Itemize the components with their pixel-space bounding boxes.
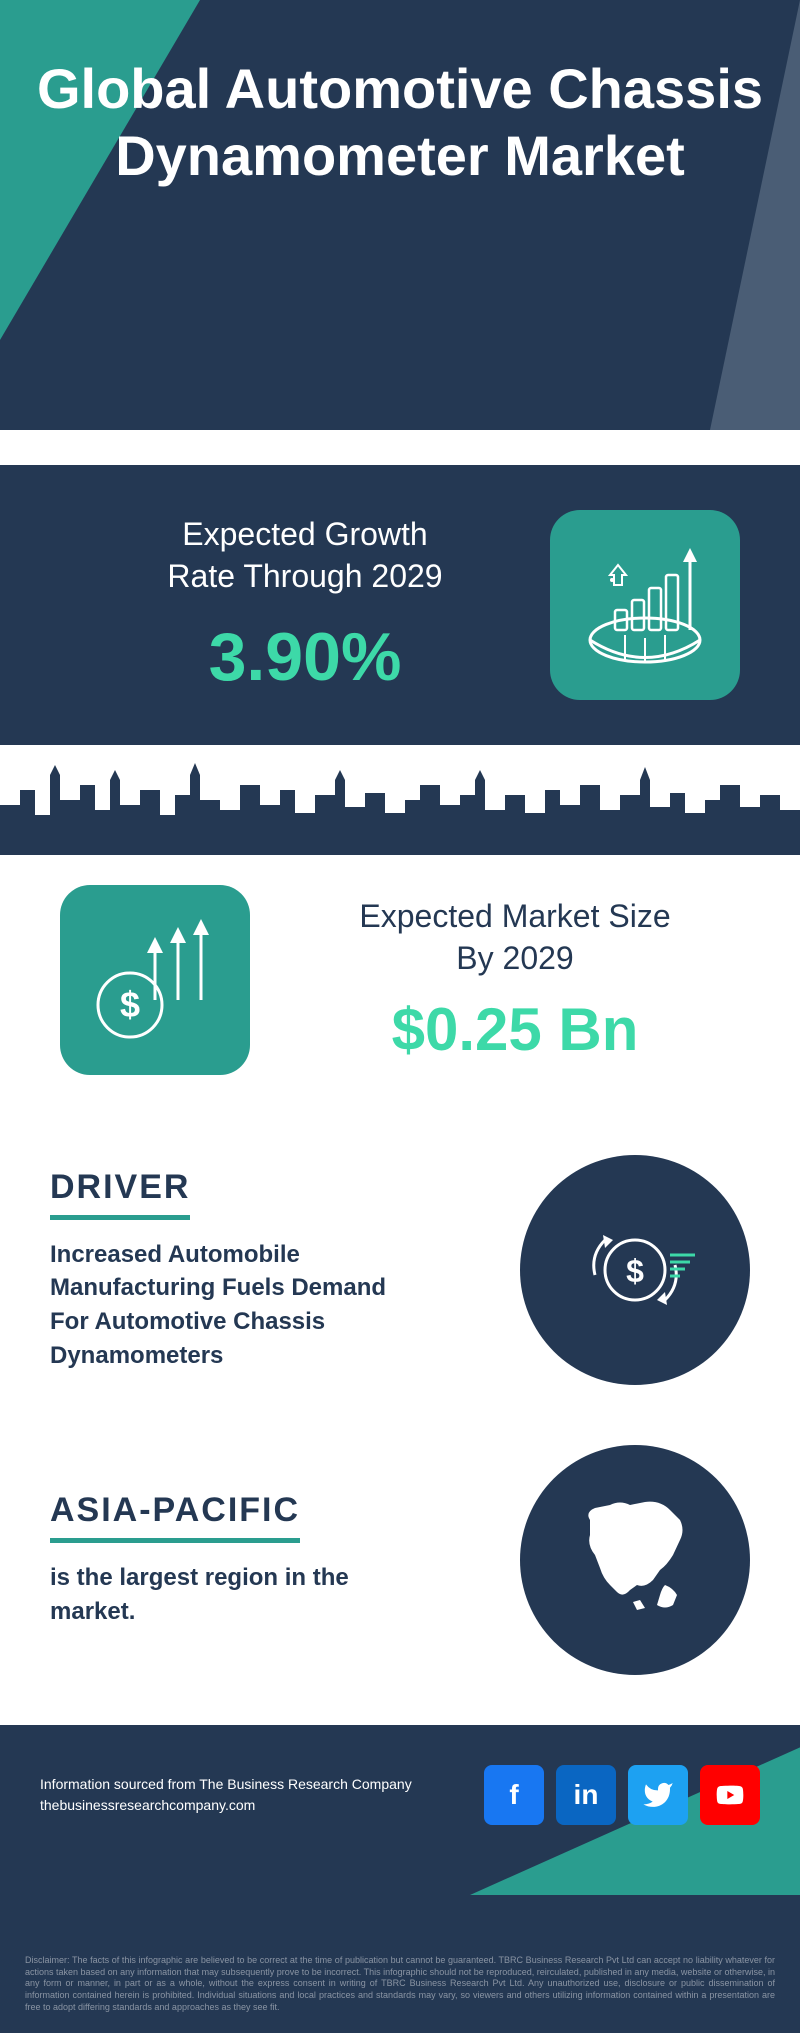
label-line: By 2029 [456, 940, 573, 976]
label-line: Expected Market Size [359, 898, 670, 934]
dollar-exchange-icon: $ [520, 1155, 750, 1385]
asia-map-icon [520, 1445, 750, 1675]
driver-body: Increased Automobile Manufacturing Fuels… [50, 1238, 430, 1372]
linkedin-icon[interactable]: in [556, 1765, 616, 1825]
spacer [0, 430, 800, 465]
growth-rate-value: 3.90% [60, 618, 550, 696]
growth-rate-section: Expected Growth Rate Through 2029 3.90% [0, 465, 800, 745]
driver-section: DRIVER Increased Automobile Manufacturin… [0, 1125, 800, 1415]
svg-text:$: $ [626, 1253, 644, 1289]
market-size-label: Expected Market Size By 2029 [290, 896, 740, 979]
footer: Information sourced from The Business Re… [0, 1725, 800, 1945]
header-banner: Global Automotive Chassis Dynamometer Ma… [0, 0, 800, 430]
disclaimer-text: Disclaimer: The facts of this infographi… [0, 1945, 800, 2033]
growth-rate-text: Expected Growth Rate Through 2029 3.90% [60, 514, 550, 695]
label-line: Rate Through 2029 [167, 558, 442, 594]
footer-source: Information sourced from The Business Re… [40, 1774, 412, 1816]
driver-text: DRIVER Increased Automobile Manufacturin… [50, 1168, 430, 1372]
twitter-icon[interactable] [628, 1765, 688, 1825]
label-line: Expected Growth [182, 516, 427, 552]
region-text: ASIA-PACIFIC is the largest region in th… [50, 1491, 430, 1628]
region-body: is the largest region in the market. [50, 1561, 430, 1628]
source-line: Information sourced from The Business Re… [40, 1776, 412, 1792]
svg-text:$: $ [120, 984, 140, 1025]
social-links: f in [484, 1765, 760, 1825]
skyline-decoration [0, 745, 800, 855]
market-size-value: $0.25 Bn [290, 995, 740, 1064]
growth-rate-label: Expected Growth Rate Through 2029 [60, 514, 550, 597]
youtube-icon[interactable] [700, 1765, 760, 1825]
page-title: Global Automotive Chassis Dynamometer Ma… [0, 0, 800, 244]
region-title: ASIA-PACIFIC [50, 1491, 300, 1543]
region-section: ASIA-PACIFIC is the largest region in th… [0, 1415, 800, 1725]
dollar-growth-icon: $ [60, 885, 250, 1075]
driver-title: DRIVER [50, 1168, 190, 1220]
facebook-icon[interactable]: f [484, 1765, 544, 1825]
market-size-section: $ Expected Market Size By 2029 $0.25 Bn [0, 855, 800, 1125]
global-growth-icon [550, 510, 740, 700]
market-size-text: Expected Market Size By 2029 $0.25 Bn [290, 896, 740, 1063]
source-url: thebusinessresearchcompany.com [40, 1797, 255, 1813]
